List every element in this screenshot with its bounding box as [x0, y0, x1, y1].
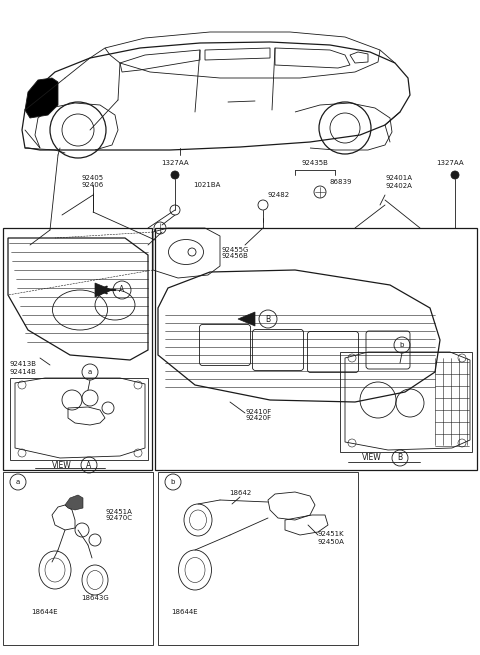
Bar: [3, 228, 152, 470]
Text: 92413B
92414B: 92413B 92414B: [10, 362, 37, 375]
Text: 92435B: 92435B: [301, 160, 328, 166]
Text: VIEW: VIEW: [52, 460, 72, 470]
Text: 1327AA: 1327AA: [436, 160, 464, 166]
Text: b: b: [171, 479, 175, 485]
Text: A: A: [120, 286, 125, 295]
Text: 92405
92406: 92405 92406: [82, 175, 104, 188]
Text: 92410F
92420F: 92410F 92420F: [245, 409, 271, 422]
Circle shape: [451, 171, 459, 179]
Text: A: A: [86, 460, 92, 470]
Text: B: B: [265, 314, 271, 324]
Polygon shape: [65, 495, 83, 510]
Text: VIEW: VIEW: [362, 453, 382, 462]
Bar: [155, 228, 477, 470]
Text: a: a: [16, 479, 20, 485]
Text: b: b: [400, 342, 404, 348]
Bar: [3, 472, 153, 645]
Text: a: a: [88, 369, 92, 375]
Text: 18642: 18642: [229, 490, 251, 496]
Text: 18644E: 18644E: [32, 609, 58, 615]
Text: 86839: 86839: [330, 179, 352, 185]
Text: 18644E: 18644E: [172, 609, 198, 615]
Text: 1327AA: 1327AA: [161, 160, 189, 166]
Text: B: B: [397, 453, 403, 462]
Text: 92455G
92456B: 92455G 92456B: [222, 246, 250, 259]
Text: 1021BA: 1021BA: [193, 182, 220, 188]
Polygon shape: [95, 283, 112, 297]
Polygon shape: [238, 312, 255, 326]
Text: 92401A
92402A: 92401A 92402A: [385, 176, 412, 189]
Text: 92482: 92482: [268, 192, 290, 198]
Text: 92451A
92470C: 92451A 92470C: [105, 508, 132, 521]
Text: 92451K
92450A: 92451K 92450A: [318, 531, 345, 544]
Text: 18643G: 18643G: [81, 595, 109, 601]
Bar: [340, 352, 472, 452]
Circle shape: [171, 171, 179, 179]
Polygon shape: [25, 78, 58, 118]
Bar: [10, 378, 148, 460]
Bar: [158, 472, 358, 645]
